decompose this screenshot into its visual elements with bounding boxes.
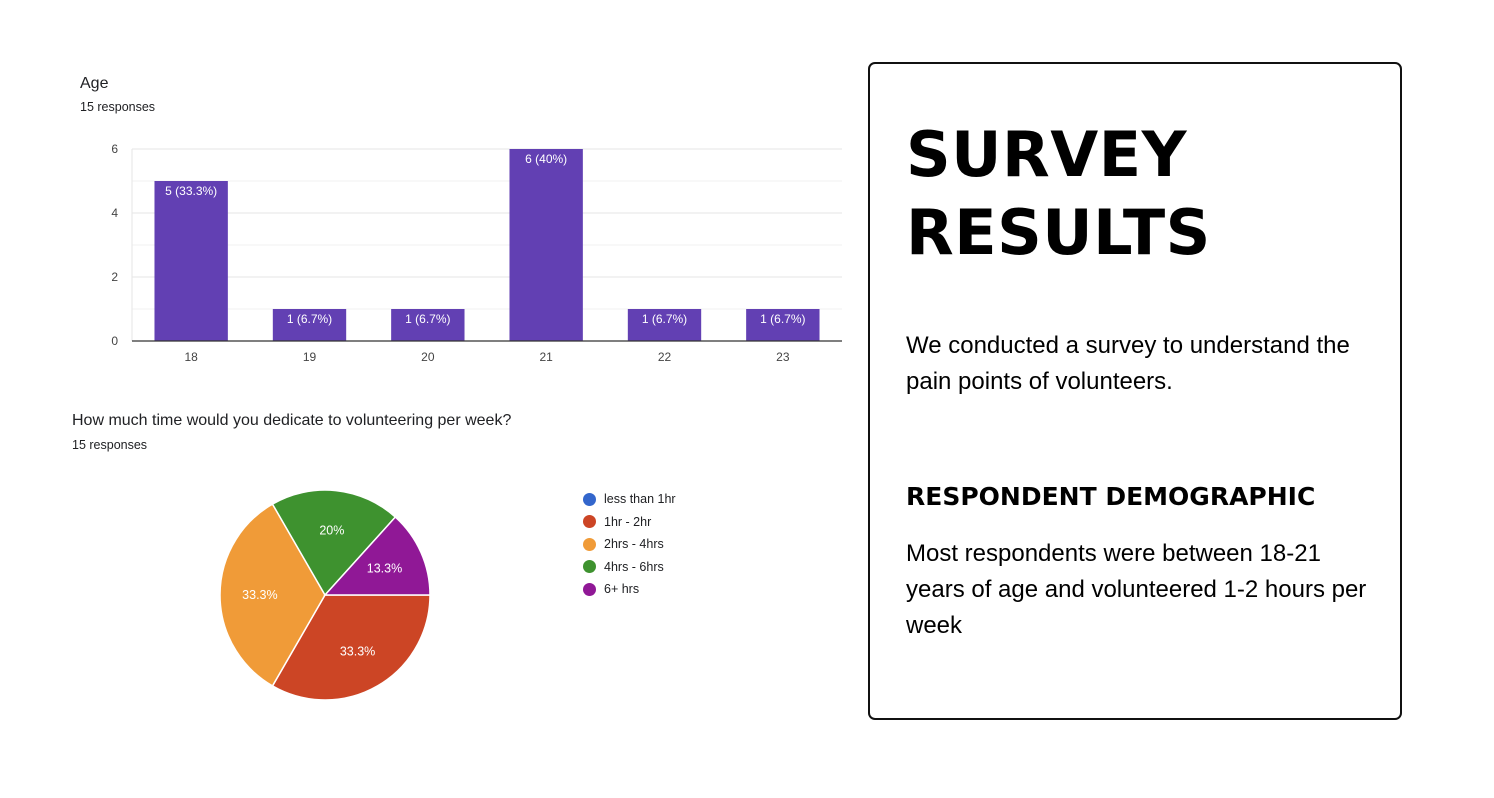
legend-item: 4hrs - 6hrs	[583, 556, 676, 579]
pie-legend: less than 1hr 1hr - 2hr 2hrs - 4hrs 4hrs - …	[583, 488, 676, 601]
time-chart-responses: 15 responses	[72, 438, 148, 452]
legend-swatch	[583, 582, 596, 596]
pie-slice-label: 33.3%	[242, 588, 277, 602]
age-chart-responses: 15 responses	[80, 100, 156, 114]
y-tick-label: 6	[111, 142, 118, 156]
legend-swatch	[583, 537, 596, 551]
time-pie-chart: 33.3% 33.3% 20% 13.3%	[219, 489, 431, 701]
x-tick-label: 20	[421, 350, 435, 364]
legend-item: 6+ hrs	[583, 578, 676, 601]
legend-label: 1hr - 2hr	[604, 514, 652, 529]
bar-data-label: 5 (33.3%)	[165, 184, 217, 198]
card-title-line2: RESULTS	[906, 196, 1211, 269]
survey-results-card: SURVEY RESULTS We conducted a survey to …	[868, 62, 1402, 720]
y-tick-label: 2	[111, 270, 118, 284]
bar-22	[627, 309, 702, 341]
y-tick-label: 0	[111, 334, 118, 348]
pie-slice-6-hrs	[323, 515, 431, 596]
age-chart-title: Age	[80, 75, 109, 92]
legend-label: 6+ hrs	[604, 582, 640, 597]
card-intro: We conducted a survey to understand the …	[906, 332, 1350, 395]
legend-label: less than 1hr	[604, 492, 676, 507]
card-body: Most respondents were between 18-21 year…	[906, 540, 1367, 639]
pie-slice-4hrs-6hrs	[271, 489, 397, 597]
card-title-line1: SURVEY	[906, 118, 1187, 191]
time-chart-title: How much time would you dedicate to volu…	[72, 412, 512, 429]
legend-item: 1hr - 2hr	[583, 511, 676, 534]
legend-item: less than 1hr	[583, 488, 676, 511]
x-tick-label: 21	[539, 350, 553, 364]
legend-swatch	[583, 515, 596, 529]
x-tick-label: 23	[776, 350, 790, 364]
bar-data-label: 6 (40%)	[525, 152, 567, 166]
x-tick-label: 19	[303, 350, 317, 364]
pie-slice-label: 13.3%	[367, 562, 402, 576]
legend-swatch	[583, 560, 596, 574]
x-tick-label: 18	[184, 350, 198, 364]
bar-19	[272, 309, 347, 341]
bar-21	[509, 149, 583, 341]
card-heading: RESPONDENT DEMOGRAPHIC	[906, 482, 1316, 511]
legend-item: 2hrs - 4hrs	[583, 533, 676, 556]
bar-data-label: 1 (6.7%)	[760, 312, 805, 326]
pie-slice-label: 20%	[319, 523, 344, 537]
pie-slice-1hr-2hr	[271, 594, 431, 701]
bar-20	[391, 309, 465, 341]
y-tick-label: 4	[111, 206, 118, 220]
legend-label: 4hrs - 6hrs	[604, 559, 664, 574]
bar-23	[746, 309, 820, 341]
legend-swatch	[583, 492, 596, 506]
bar-18	[154, 181, 228, 341]
card-title: SURVEY RESULTS	[906, 116, 1211, 272]
bar-data-label: 1 (6.7%)	[287, 312, 332, 326]
pie-slice-label: 33.3%	[340, 644, 375, 658]
bar-data-label: 1 (6.7%)	[642, 312, 687, 326]
age-bar-chart: 0 2 4 6 5 (33.3%) 18 1 (6.7%) 19 1 (6.7%) 20 6 (40…	[111, 142, 842, 364]
bar-data-label: 1 (6.7%)	[405, 312, 450, 326]
x-tick-label: 22	[658, 350, 672, 364]
legend-label: 2hrs - 4hrs	[604, 537, 664, 552]
